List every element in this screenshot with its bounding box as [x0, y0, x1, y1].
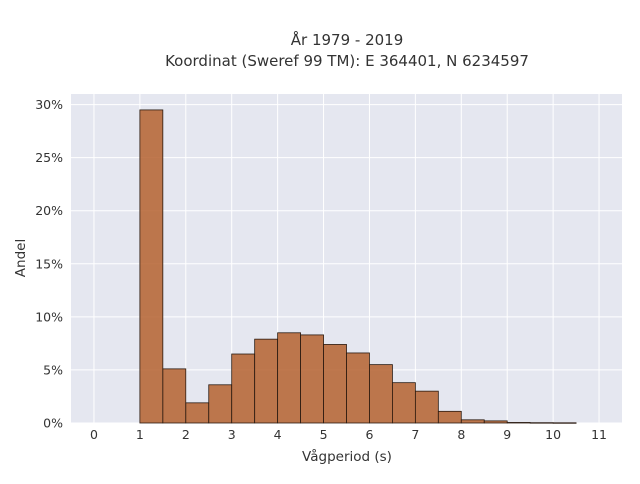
x-axis-ticks: 0 1 2 3 4 5 6 7 8 9 10 11: [90, 427, 607, 442]
chart-subtitle: Koordinat (Sweref 99 TM): E 364401, N 62…: [165, 52, 529, 70]
x-tick-label: 9: [503, 427, 511, 442]
y-tick-label: 25%: [35, 150, 63, 165]
y-axis-label: Andel: [13, 239, 29, 277]
x-tick-label: 3: [228, 427, 236, 442]
histogram-bar: [277, 332, 301, 424]
y-tick-label: 20%: [35, 203, 63, 218]
y-tick-label: 0%: [43, 416, 63, 431]
x-tick-label: 4: [274, 427, 282, 442]
histogram-bar: [437, 410, 462, 424]
histogram-bar: [346, 352, 370, 424]
x-tick-label: 10: [545, 427, 561, 442]
histogram-bar: [185, 402, 210, 424]
histogram-bar: [392, 382, 416, 424]
histogram-bar: [506, 422, 531, 424]
x-tick-label: 1: [136, 427, 144, 442]
histogram-bar: [414, 390, 439, 424]
x-tick-label: 0: [90, 427, 98, 442]
histogram-bar: [323, 344, 347, 424]
histogram-bar: [483, 420, 508, 424]
histogram-bar: [369, 364, 393, 424]
y-tick-label: 10%: [35, 309, 63, 324]
y-tick-label: 15%: [35, 256, 63, 271]
x-tick-label: 8: [457, 427, 465, 442]
histogram-bar: [460, 419, 485, 424]
x-axis-label: Vågperiod (s): [302, 448, 392, 465]
histogram-bar: [529, 422, 554, 424]
x-tick-label: 5: [320, 427, 328, 442]
x-tick-label: 11: [591, 427, 607, 442]
histogram-bar: [300, 334, 324, 424]
x-tick-label: 6: [365, 427, 373, 442]
x-tick-label: 2: [182, 427, 190, 442]
histogram-bar: [231, 353, 256, 424]
x-tick-label: 7: [411, 427, 419, 442]
histogram-bars: [139, 109, 577, 424]
histogram-bar: [139, 109, 164, 424]
histogram-bar: [208, 384, 233, 424]
y-axis-ticks: 0% 5% 10% 15% 20% 25% 30%: [35, 97, 63, 430]
histogram-bar: [162, 368, 187, 424]
y-tick-label: 30%: [35, 97, 63, 112]
histogram-bar: [552, 422, 577, 424]
histogram-bar: [254, 338, 279, 424]
y-tick-label: 5%: [43, 362, 63, 377]
chart-title: År 1979 - 2019: [291, 30, 404, 49]
